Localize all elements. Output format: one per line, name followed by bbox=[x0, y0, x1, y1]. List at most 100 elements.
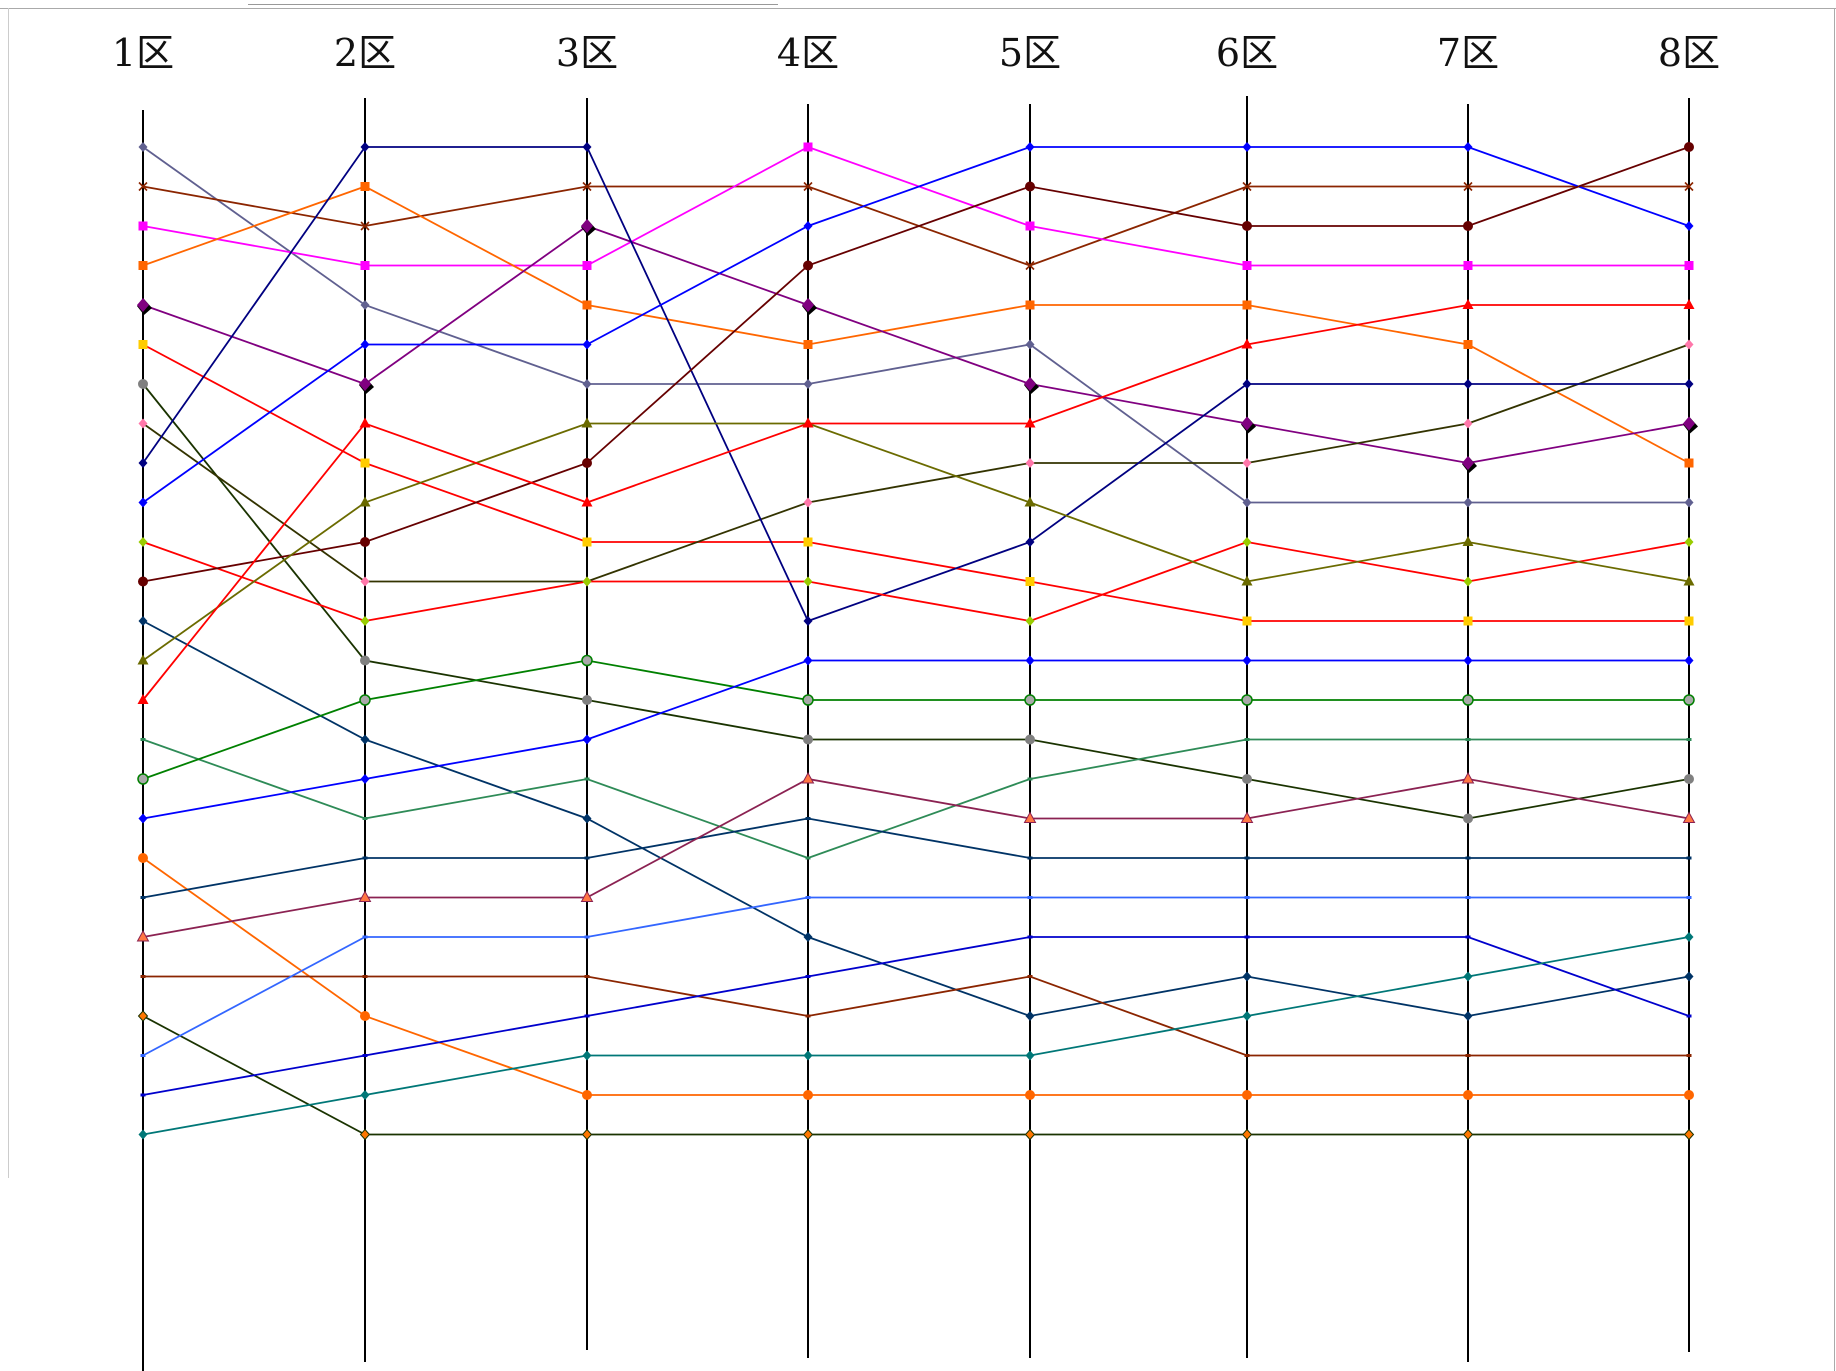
series-16-point-1 bbox=[140, 738, 146, 741]
series-25-point-4 bbox=[805, 975, 811, 978]
series-line-7 bbox=[142, 383, 1690, 820]
series-15-point-6 bbox=[1241, 338, 1253, 349]
series-26-point-2 bbox=[360, 1090, 370, 1100]
series-20-point-3 bbox=[584, 856, 590, 860]
series-13-point-2 bbox=[360, 734, 370, 745]
series-10-point-4 bbox=[803, 221, 813, 231]
series-26-point-7 bbox=[1463, 971, 1473, 982]
series-5-point-5-inner bbox=[1024, 377, 1036, 391]
series-10-point-8 bbox=[1684, 221, 1694, 231]
series-4-point-5 bbox=[1025, 300, 1035, 310]
series-6-point-2 bbox=[360, 458, 370, 468]
series-8-point-1 bbox=[138, 418, 148, 429]
series-12-point-1 bbox=[138, 576, 148, 587]
series-13-point-5 bbox=[1025, 1011, 1035, 1021]
series-18-point-4 bbox=[803, 655, 813, 666]
series-24-point-4 bbox=[805, 896, 811, 899]
stage-label-5: 5区 bbox=[999, 31, 1061, 75]
series-4-point-6 bbox=[1242, 300, 1252, 310]
stage-axes bbox=[142, 96, 1690, 1371]
series-line-8 bbox=[142, 343, 1690, 583]
series-5-point-7-inner bbox=[1462, 456, 1474, 470]
series-5-point-3-inner bbox=[581, 219, 593, 233]
series-11-point-3 bbox=[582, 576, 592, 587]
series-23-point-2 bbox=[359, 1128, 371, 1141]
series-11-point-4 bbox=[803, 576, 813, 587]
series-19-point-5 bbox=[1025, 1090, 1035, 1100]
series-12-point-4 bbox=[803, 260, 813, 271]
series-13-point-4 bbox=[803, 932, 813, 942]
series-10-point-3 bbox=[582, 339, 592, 350]
series-16-point-8 bbox=[1686, 738, 1692, 741]
series-3-point-7 bbox=[1463, 261, 1473, 270]
stage-label-8: 8区 bbox=[1658, 31, 1720, 75]
series-9-point-7 bbox=[1463, 379, 1473, 389]
series-23-point-8 bbox=[1683, 1128, 1695, 1141]
series-16-point-3 bbox=[584, 777, 590, 781]
series-24-point-2 bbox=[362, 935, 368, 939]
series-3-point-2 bbox=[360, 261, 370, 270]
series-18-point-8 bbox=[1684, 655, 1694, 666]
series-4-point-1 bbox=[138, 261, 148, 270]
series-9-point-3 bbox=[582, 142, 592, 152]
series-8-point-6 bbox=[1242, 458, 1252, 468]
series-5-point-8-inner bbox=[1683, 416, 1695, 431]
series-9-point-4 bbox=[803, 616, 813, 626]
series-1-point-8 bbox=[1684, 497, 1694, 508]
series-5-point-1-inner bbox=[137, 298, 149, 312]
series-11-point-5 bbox=[1025, 616, 1035, 626]
series-26-point-4 bbox=[803, 1050, 813, 1061]
series-14-point-6 bbox=[1241, 575, 1253, 586]
series-19-point-2 bbox=[360, 1011, 370, 1021]
series-14-point-7 bbox=[1462, 536, 1474, 546]
series-16-point-5 bbox=[1027, 777, 1033, 781]
series-17-point-7 bbox=[1462, 694, 1474, 706]
series-5-point-2-inner bbox=[359, 377, 371, 391]
series-23-point-3 bbox=[581, 1128, 593, 1141]
series-line-19 bbox=[142, 857, 1689, 1096]
series-14-point-2 bbox=[359, 496, 371, 507]
series-22-point-6 bbox=[1244, 1054, 1250, 1057]
series-12-point-6 bbox=[1242, 221, 1252, 231]
series-26-point-5 bbox=[1025, 1050, 1035, 1061]
series-16-point-2 bbox=[362, 817, 368, 820]
series-6-point-4 bbox=[803, 537, 813, 547]
series-18-point-6 bbox=[1242, 655, 1252, 666]
series-16-point-6 bbox=[1244, 738, 1250, 741]
series-15-point-8 bbox=[1683, 299, 1695, 309]
series-10-point-1 bbox=[138, 497, 148, 508]
series-3-point-6 bbox=[1242, 261, 1252, 270]
series-21-point-2 bbox=[358, 890, 372, 902]
series-12-point-2 bbox=[360, 537, 370, 547]
series-line-9 bbox=[142, 146, 1689, 623]
series-3-point-8 bbox=[1684, 261, 1694, 270]
series-12-point-5 bbox=[1025, 181, 1035, 192]
series-3-point-4 bbox=[803, 142, 813, 152]
series-1-point-3 bbox=[582, 379, 592, 389]
series-17-point-5 bbox=[1024, 694, 1036, 706]
series-1-point-1 bbox=[138, 142, 148, 152]
series-6-point-6 bbox=[1242, 616, 1252, 626]
series-20-point-4 bbox=[805, 817, 811, 820]
stage-label-7: 7区 bbox=[1437, 31, 1499, 75]
series-10-point-7 bbox=[1463, 142, 1473, 152]
series-line-5 bbox=[142, 224, 1690, 464]
series-15-point-3 bbox=[581, 496, 593, 507]
series-17-point-1 bbox=[137, 773, 149, 785]
series-12-point-8 bbox=[1684, 142, 1694, 152]
series-17-point-3 bbox=[581, 654, 593, 667]
series-7-point-2 bbox=[360, 655, 370, 666]
series-8-point-8 bbox=[1684, 339, 1694, 350]
series-line-11 bbox=[142, 541, 1690, 622]
series-21-point-3 bbox=[580, 890, 594, 902]
series-line-21 bbox=[142, 778, 1690, 938]
series-22-point-4 bbox=[805, 1014, 811, 1018]
series-11-point-1 bbox=[138, 537, 148, 547]
series-8-point-7 bbox=[1463, 418, 1473, 429]
series-line-25 bbox=[142, 936, 1690, 1096]
series-25-point-8 bbox=[1686, 1014, 1692, 1018]
series-line-18 bbox=[142, 659, 1689, 820]
series-4-point-4 bbox=[803, 340, 813, 349]
series-25-point-3 bbox=[584, 1014, 590, 1018]
